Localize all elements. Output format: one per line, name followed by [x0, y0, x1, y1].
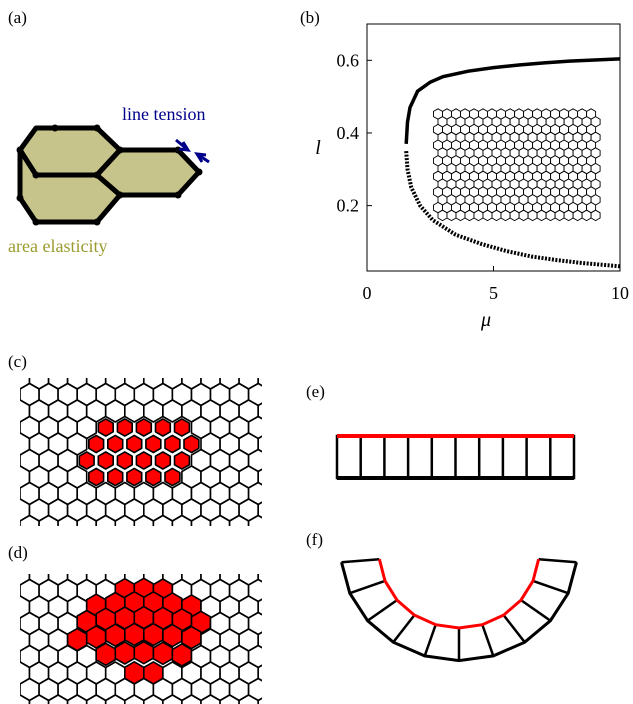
lattice-cell-red	[143, 622, 164, 647]
lattice-cell-red	[107, 467, 124, 487]
inset-cell	[590, 209, 601, 222]
arc-apical-edge	[377, 558, 541, 630]
lattice-cell-red	[135, 418, 153, 437]
lattice-cell	[257, 631, 262, 649]
area-elasticity-label: area elasticity	[8, 236, 108, 256]
lattice-cell-red	[97, 418, 114, 437]
lattice-cell-red	[97, 451, 114, 470]
lattice-cell-red	[171, 643, 193, 667]
x-tick-label: 10	[611, 283, 629, 303]
line-tension-label: line tension	[122, 104, 206, 124]
series-solid-line	[404, 57, 621, 145]
lattice-cell	[20, 378, 31, 390]
lattice-cell	[257, 468, 262, 486]
lattice-cell	[257, 598, 262, 616]
lattice-cell	[257, 402, 262, 420]
panel-label-d: (d)	[8, 543, 28, 562]
lattice-cell-red	[164, 434, 181, 454]
lattice-cell-red	[78, 451, 95, 470]
lattice-cell-red	[154, 451, 172, 470]
lattice-cell	[247, 514, 262, 526]
arc-cell-divider	[392, 614, 416, 643]
arc-basal-edge	[340, 561, 578, 663]
series-dotted-line	[404, 150, 621, 269]
arc-cell-divider	[341, 557, 380, 564]
panel-label-a: (a)	[8, 8, 27, 27]
panel-label-c: (c)	[8, 352, 27, 371]
lattice-cell	[20, 574, 31, 586]
lattice-cell	[257, 501, 262, 519]
arc-cell-divider	[366, 599, 398, 622]
x-tick-label: 0	[363, 283, 372, 303]
line-tension-arrows	[175, 138, 210, 164]
lattice-cell-red	[88, 434, 105, 454]
arc-cell-divider	[532, 579, 569, 595]
lattice-cell-red	[145, 434, 162, 454]
arc-cell-divider	[502, 614, 526, 643]
lattice-cell-red	[162, 623, 183, 648]
lattice-cell	[257, 697, 262, 704]
x-axis-label: μ	[480, 309, 491, 331]
y-axis-label: l	[315, 137, 321, 159]
arc-cell-divider	[481, 624, 495, 657]
chart-inset-lattice	[433, 108, 601, 222]
y-tick-label: 0.4	[337, 123, 360, 143]
lattice-cell	[257, 664, 262, 682]
x-tick-label: 5	[489, 283, 498, 303]
vertex-dots	[16, 124, 203, 226]
lattice-cell-red	[116, 451, 133, 470]
lattice-cell-red	[154, 418, 172, 437]
lattice-cell-red	[183, 434, 200, 454]
lattice-cell-red	[173, 451, 191, 470]
panel-label-e: (e)	[306, 382, 325, 401]
lattice-cell-red	[88, 467, 105, 487]
lattice-cell-red	[126, 434, 143, 454]
arc-cell-divider	[423, 624, 437, 657]
panel-label-b: (b)	[300, 8, 320, 27]
panel-label-f: (f)	[306, 530, 323, 549]
lattice-cell-red	[145, 467, 162, 487]
arc-cell-divider	[538, 557, 577, 564]
y-tick-label: 0.6	[337, 50, 360, 70]
arc-cell-divider	[349, 579, 386, 595]
lattice-cell-red	[116, 418, 133, 437]
lattice-cell-red	[135, 451, 153, 470]
arc-cell-divider	[520, 599, 552, 622]
lattice-cell-red	[164, 467, 181, 487]
lattice-cell-red	[126, 467, 143, 487]
lattice-cell	[257, 435, 262, 453]
lattice-cell-red	[152, 641, 174, 666]
y-tick-label: 0.2	[337, 196, 360, 216]
lattice-cell-red	[107, 434, 124, 454]
lattice-cell-red	[173, 418, 191, 437]
